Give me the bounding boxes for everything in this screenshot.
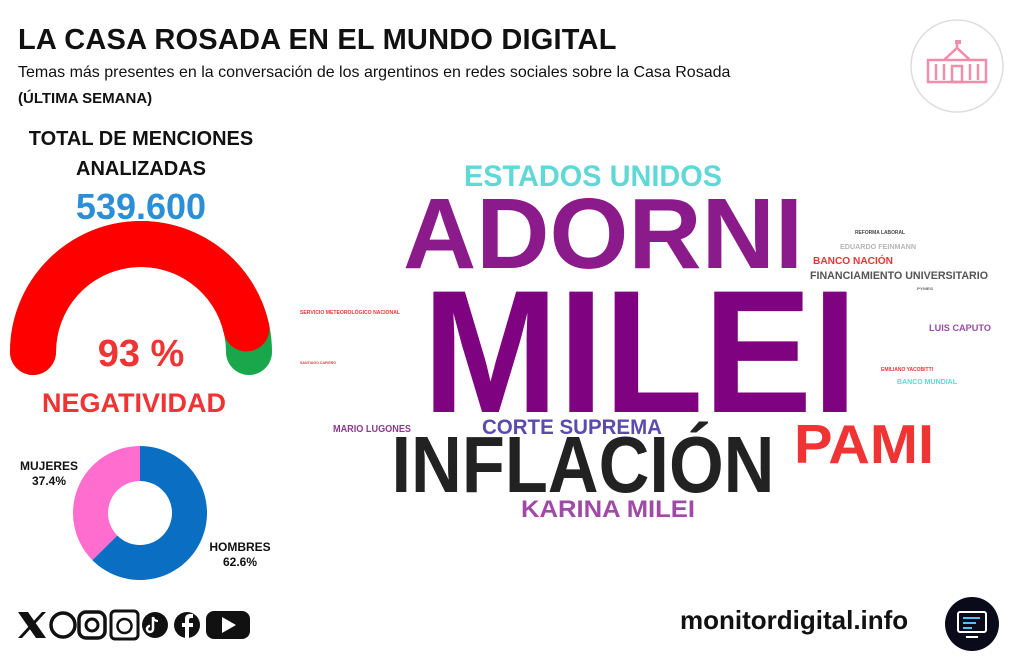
gauge-value-label: 93 % <box>98 333 185 375</box>
cloud-word: BANCO NACIÓN <box>813 254 893 267</box>
donut-category: HOMBRES <box>209 540 270 554</box>
cloud-word: SERVICIO METEOROLÓGICO NACIONAL <box>300 308 400 316</box>
site-name: monitordigital.info <box>680 605 909 635</box>
cloud-word: BANCO MUNDIAL <box>897 379 958 386</box>
total-label: TOTAL DE MENCIONES ANALIZADAS <box>28 128 254 180</box>
cloud-word: EDUARDO FEINMANN <box>840 244 916 251</box>
logo <box>910 19 1004 113</box>
cloud-word: EMILIANO YACOBITTI <box>881 367 934 373</box>
period: (ÚLTIMA SEMANA) <box>18 90 153 107</box>
cloud-word: PAMI <box>794 413 934 475</box>
total-value: 539.600 <box>75 186 207 227</box>
footer-logo <box>945 597 999 651</box>
cloud-word: SANTIAGO CAFIERO <box>300 360 336 365</box>
cloud-word: CORTE SUPREMA <box>482 416 662 439</box>
gauge-label: NEGATIVIDAD <box>42 388 226 418</box>
donut-slice <box>92 446 208 580</box>
cloud-word: REFORMA LABORAL <box>855 230 905 236</box>
cloud-word: ESTADOS UNIDOS <box>464 160 722 193</box>
donut-value-label: 62.6% <box>223 555 257 569</box>
cloud-word: MARIO LUGONES <box>333 424 411 435</box>
cloud-word: ADORNI <box>403 178 803 290</box>
cloud-word: PYMES <box>917 286 933 291</box>
cloud-word: KARINA MILEI <box>521 496 695 523</box>
subtitle: Temas más presentes en la conversación d… <box>18 64 731 81</box>
social-icons <box>18 609 250 641</box>
donut-value-label: 37.4% <box>32 474 66 488</box>
donut-category: MUJERES <box>20 459 78 473</box>
cloud-word: LUIS CAPUTO <box>929 323 991 333</box>
cloud-word: MILEI <box>423 255 858 450</box>
gauge-value <box>10 221 270 375</box>
cloud-word: FINANCIAMIENTO UNIVERSITARIO <box>810 270 988 282</box>
donut-slice <box>73 446 140 561</box>
title: LA CASA ROSADA EN EL MUNDO DIGITAL <box>18 24 617 56</box>
cloud-word: INFLACIÓN <box>392 420 775 509</box>
